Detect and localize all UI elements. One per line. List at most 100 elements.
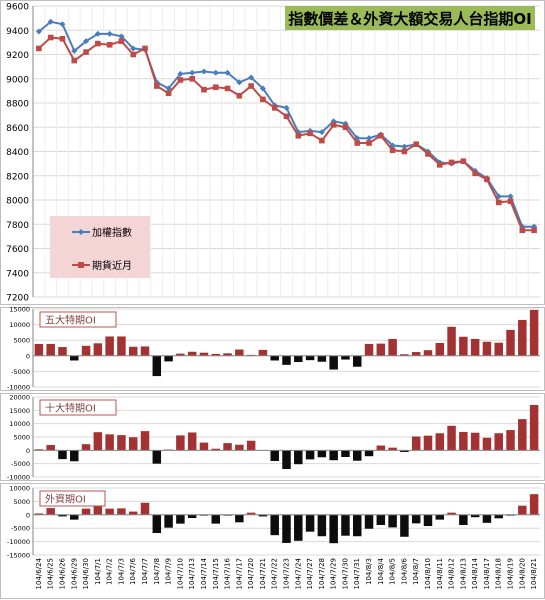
bar: [81, 345, 91, 356]
bar: [518, 419, 527, 451]
futures-point: [177, 77, 184, 83]
x-tick-label: 104/7/2: [106, 558, 114, 585]
futures-point: [460, 158, 467, 164]
bar: [46, 445, 55, 451]
x-tick-label: 104/7/22: [271, 558, 279, 589]
bar: [423, 514, 433, 527]
y-tick-label: -5000: [11, 525, 30, 533]
index-point: [401, 143, 408, 150]
y-tick-label: 0: [26, 352, 30, 360]
futures-point: [83, 49, 89, 55]
bar: [529, 494, 539, 515]
bar: [294, 355, 303, 363]
bar: [187, 432, 197, 451]
bar: [423, 350, 433, 356]
futures-point: [342, 124, 349, 131]
bar: [34, 343, 44, 356]
futures-point: [142, 45, 148, 52]
panel-label: 外資期OI: [45, 494, 86, 506]
x-tick-label: 104/7/15: [212, 558, 220, 589]
bar: [34, 449, 44, 451]
futures-point: [319, 137, 325, 144]
y-tick-label: 5000: [13, 337, 30, 345]
bar: [435, 514, 445, 520]
bar: [164, 355, 173, 362]
x-tick-label: 104/7/8: [153, 558, 161, 585]
bar: [140, 346, 150, 356]
x-tick-label: 104/8/12: [448, 558, 456, 589]
foreign-oi-bar-chart: 10000 5000 0 -5000 -10000 -15000 外資期OI: [0, 483, 545, 599]
bar: [305, 450, 315, 460]
x-tick-label: 104/8/10: [424, 558, 432, 589]
x-tick-label: 104/7/20: [247, 558, 255, 589]
futures-point: [118, 38, 125, 44]
futures-point: [47, 34, 54, 41]
futures-point: [260, 96, 266, 103]
bar: [352, 514, 362, 537]
bar: [470, 514, 480, 518]
bar: [447, 512, 456, 515]
x-tick-label: 104/7/7: [141, 558, 149, 585]
bar: [58, 450, 67, 460]
bar: [388, 338, 397, 356]
bar: [34, 513, 44, 515]
bar: [470, 338, 480, 356]
bar: [317, 450, 327, 458]
bar: [341, 514, 350, 536]
bar: [270, 450, 279, 461]
futures-point: [59, 35, 66, 42]
bar: [400, 514, 409, 537]
bar: [70, 514, 79, 520]
index-point: [106, 30, 113, 37]
bar: [199, 352, 209, 356]
bar: [447, 425, 456, 451]
bar: [482, 437, 492, 451]
bar: [187, 514, 197, 519]
index-point: [248, 74, 255, 81]
x-tick-label: 104/6/30: [82, 558, 90, 589]
futures-point: [425, 151, 431, 157]
bar: [270, 514, 279, 536]
bar: [482, 514, 492, 523]
index-point: [224, 69, 231, 76]
y-tick-label: 7600: [6, 245, 29, 255]
bar: [506, 329, 515, 356]
bar: [187, 351, 197, 356]
bar: [235, 514, 244, 523]
x-tick-label: 104/7/28: [318, 558, 326, 589]
bar: [235, 349, 244, 356]
bar: [364, 514, 374, 529]
bar: [223, 353, 232, 356]
bar: [506, 430, 515, 451]
bar: [529, 405, 539, 451]
bar: [329, 355, 338, 370]
index-point: [94, 30, 101, 37]
futures-point: [224, 85, 231, 92]
futures-point: [401, 148, 408, 155]
bar: [235, 444, 244, 451]
bar: [128, 511, 138, 515]
bar: [105, 336, 114, 356]
index-point: [200, 68, 207, 75]
x-tick-label: 104/8/21: [530, 558, 538, 589]
bar: [211, 514, 221, 524]
y-tick-label: 9600: [6, 3, 29, 13]
bar: [518, 319, 527, 356]
futures-point: [484, 176, 490, 183]
futures-point: [354, 140, 361, 146]
legend-label-futures: 期貨近月: [92, 259, 132, 272]
top10-oi-bar-chart: 20000 15000 10000 5000 0 -5000 -10000 十大特期OI: [0, 393, 545, 482]
x-tick-label: 104/6/24: [35, 557, 43, 589]
index-point: [366, 135, 373, 142]
bar: [282, 514, 291, 543]
y-tick-label: 9000: [6, 75, 29, 85]
index-point: [59, 21, 66, 28]
futures-point: [201, 86, 207, 93]
bar: [176, 435, 185, 451]
bar: [317, 514, 327, 537]
bar: [270, 355, 279, 361]
index-point: [259, 85, 266, 92]
x-tick-label: 104/6/26: [58, 557, 66, 589]
bar: [400, 450, 409, 452]
futures-point: [165, 90, 172, 97]
